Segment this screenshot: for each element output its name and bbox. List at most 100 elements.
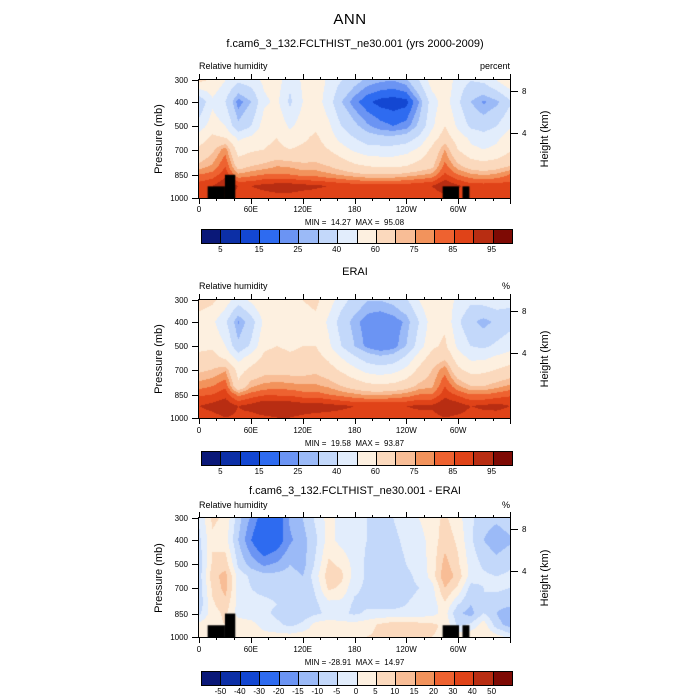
colorbar-cell: [240, 452, 261, 465]
x-tick-label: 120W: [395, 426, 417, 435]
field-label: Relative humidity: [199, 281, 268, 291]
colorbar-cell: [357, 230, 377, 243]
colorbar-cell: [279, 230, 300, 243]
colorbar-cell: [202, 452, 222, 465]
colorbar-tick-label: 5: [373, 687, 378, 696]
x-tick-label: 120W: [395, 645, 417, 654]
colorbar-cell: [493, 672, 512, 685]
pressure-tick-label: 850: [174, 170, 188, 180]
colorbar-cell: [279, 452, 300, 465]
colorbar-cell: [474, 230, 494, 243]
colorbar-cell: [396, 672, 416, 685]
colorbar-cell: [454, 672, 475, 685]
units-label: percent: [479, 61, 510, 71]
colorbar-tick-label: 0: [353, 687, 359, 696]
colorbar-tick-label: 30: [448, 687, 458, 696]
pressure-axis-label: Pressure (mb): [153, 104, 165, 174]
colorbar-cell: [415, 672, 436, 685]
pressure-tick-label: 700: [174, 365, 188, 375]
height-axis-label: Height (km): [539, 330, 551, 388]
height-tick-label: 8: [522, 306, 527, 316]
colorbar-cell: [376, 672, 397, 685]
x-tick-label: 120E: [293, 645, 312, 654]
figure-title: ANN: [333, 11, 367, 28]
colorbar-tick-label: 40: [332, 245, 342, 254]
x-tick-label: 180: [347, 426, 362, 435]
colorbar-tick-label: 25: [293, 245, 303, 254]
pressure-tick-label: 400: [174, 535, 188, 545]
min-max-annotation: MIN = -28.91 MAX = 14.97: [304, 658, 405, 667]
x-tick-label: 60E: [243, 205, 258, 214]
colorbar-cell: [260, 672, 280, 685]
colorbar-cell: [318, 230, 339, 243]
x-tick-label: 0: [196, 205, 202, 214]
x-tick-label: 0: [196, 426, 202, 435]
colorbar-cell: [221, 452, 241, 465]
x-tick-label: 60W: [449, 205, 467, 214]
colorbar-cell: [240, 230, 261, 243]
colorbar-cell: [318, 672, 339, 685]
pressure-tick-label: 300: [174, 296, 188, 305]
colorbar-tick-label: 15: [254, 245, 264, 254]
x-tick-label: 0: [196, 645, 202, 654]
colorbar-cell: [299, 452, 319, 465]
colorbar-tick-label: 40: [467, 687, 477, 696]
colorbar-tick-label: 15: [409, 687, 419, 696]
colorbar-tick-label: 75: [409, 467, 419, 476]
colorbar-cell: [493, 452, 512, 465]
colorbar-cell: [299, 672, 319, 685]
height-tick-label: 4: [522, 567, 527, 577]
pressure-axis-label: Pressure (mb): [153, 324, 165, 394]
pressure-tick-label: 850: [174, 609, 188, 619]
colorbar-cell: [376, 452, 397, 465]
colorbar-tick-label: -10: [311, 687, 324, 696]
colorbar-tick-label: 5: [218, 245, 223, 254]
pressure-tick-label: 700: [174, 145, 188, 155]
units-label: %: [501, 281, 510, 291]
colorbar-cell: [454, 230, 475, 243]
colorbar-tick-label: 95: [487, 467, 497, 476]
height-tick-label: 4: [522, 128, 527, 138]
colorbar-model: [201, 229, 513, 244]
panel-title: f.cam6_3_132.FCLTHIST_ne30.001 (yrs 2000…: [226, 38, 484, 50]
pressure-tick-label: 850: [174, 390, 188, 400]
colorbar-cell: [260, 230, 280, 243]
colorbar-tick-label: 5: [218, 467, 223, 476]
colorbar-cell: [279, 672, 300, 685]
min-max-annotation: MIN = 14.27 MAX = 95.08: [304, 218, 405, 227]
height-tick-label: 4: [522, 348, 527, 358]
x-tick-label: 180: [347, 645, 362, 654]
field-label: Relative humidity: [199, 61, 268, 71]
colorbar-cell: [415, 230, 436, 243]
height-axis-label: Height (km): [539, 110, 551, 168]
x-tick-label: 120E: [293, 205, 312, 214]
colorbar-cell: [338, 230, 358, 243]
pressure-tick-label: 1000: [170, 414, 188, 423]
colorbar-cell: [357, 452, 377, 465]
colorbar-cell: [435, 672, 455, 685]
colorbar-cell: [454, 452, 475, 465]
x-tick-label: 60E: [243, 426, 258, 435]
colorbar-erai: [201, 451, 513, 466]
pressure-tick-label: 500: [174, 560, 188, 570]
colorbar-cell: [299, 230, 319, 243]
units-label: %: [501, 500, 510, 510]
pressure-axis-label: Pressure (mb): [153, 542, 165, 613]
x-tick-label: 180: [347, 205, 362, 214]
colorbar-tick-label: 25: [293, 467, 303, 476]
colorbar-cell: [338, 672, 358, 685]
colorbar-tick-label: 10: [390, 687, 400, 696]
field-label: Relative humidity: [199, 500, 268, 510]
pressure-tick-label: 300: [174, 514, 188, 523]
colorbar-tick-label: 85: [448, 245, 458, 254]
x-tick-label: 120W: [395, 205, 417, 214]
colorbar-cell: [318, 452, 339, 465]
x-tick-label: 120E: [293, 426, 312, 435]
colorbar-tick-label: 60: [370, 467, 380, 476]
colorbar-cell: [202, 672, 222, 685]
contour-canvas-erai: [199, 300, 510, 418]
x-tick-label: 60W: [449, 426, 467, 435]
colorbar-tick-label: 20: [429, 687, 438, 696]
colorbar-cell: [240, 672, 261, 685]
